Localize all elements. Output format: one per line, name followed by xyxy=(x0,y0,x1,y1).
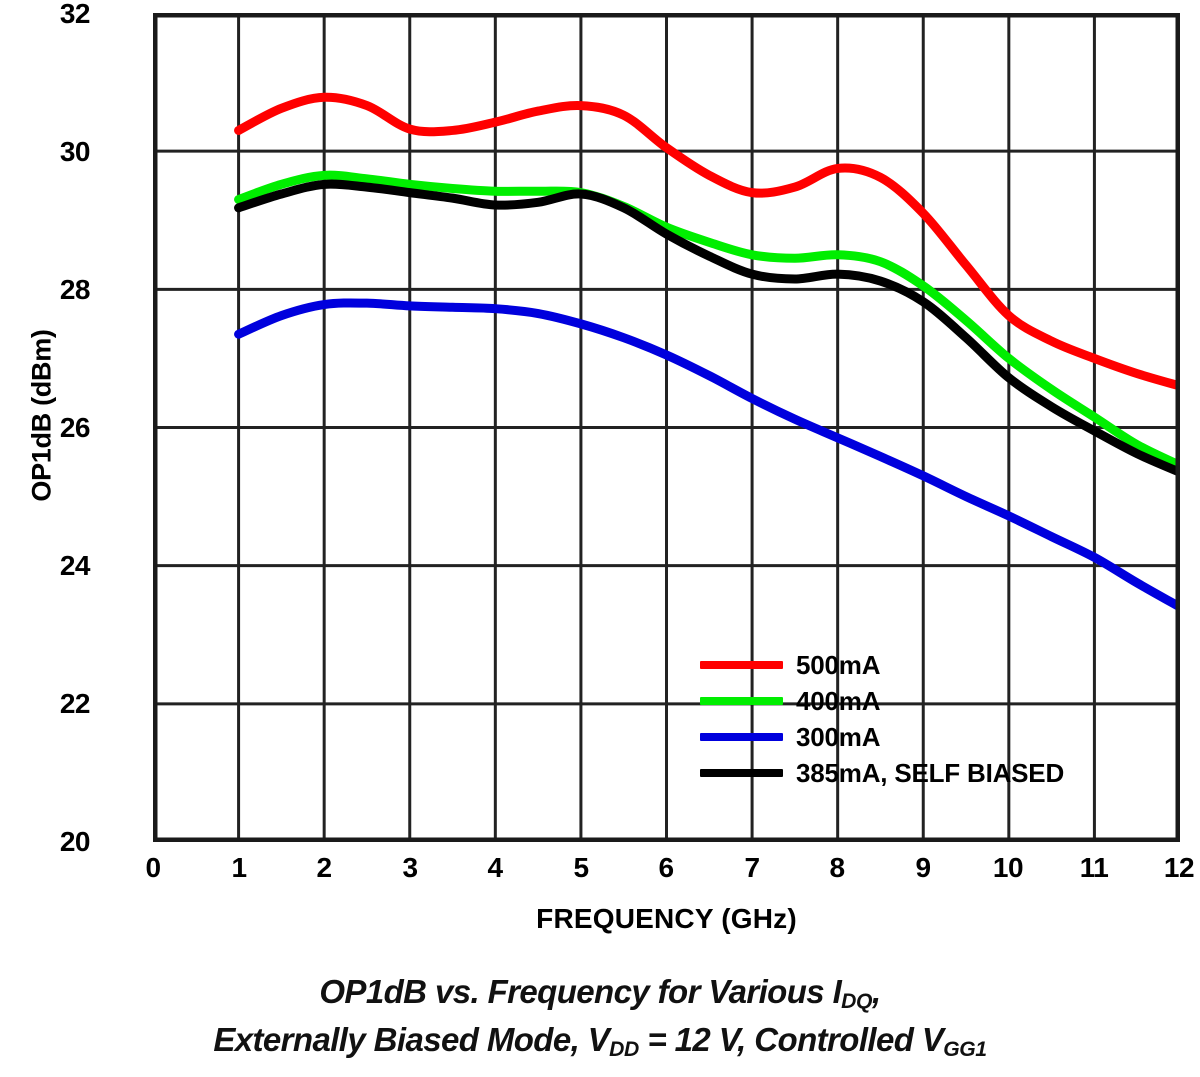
y-tick-label-26: 26 xyxy=(59,412,91,443)
curve-300ma xyxy=(234,298,1180,612)
caption-line1-subscript: DQ xyxy=(841,990,873,1014)
legend-item-385ma-self-biased: 385mA, SELF BIASED xyxy=(700,755,1064,791)
legend-label-500ma: 500mA xyxy=(796,649,881,680)
y-tick-label-32: 32 xyxy=(59,0,91,29)
curve-400ma xyxy=(234,170,1180,470)
plot-canvas xyxy=(153,13,1180,842)
x-tick-label-9: 9 xyxy=(915,852,931,883)
x-tick-label-3: 3 xyxy=(402,852,418,883)
caption-line-1: OP1dB vs. Frequency for Various IDQ, xyxy=(0,970,1200,1018)
y-tick-label-30: 30 xyxy=(59,136,91,167)
curve-385ma-self-biased xyxy=(234,179,1180,477)
y-tick-label-22: 22 xyxy=(59,688,91,719)
x-tick-label-6: 6 xyxy=(658,852,674,883)
y-tick-label-24: 24 xyxy=(59,550,91,581)
legend-swatch-300ma xyxy=(700,733,783,741)
plot-area xyxy=(153,13,1180,842)
chart-legend: 500mA 400mA 300mA 385mA, SELF BIASED xyxy=(700,647,1064,791)
caption-line2-mid: = 12 V, Controlled V xyxy=(638,1021,944,1058)
legend-label-300ma: 300mA xyxy=(796,721,881,752)
y-tick-label-20: 20 xyxy=(59,826,91,857)
legend-swatch-500ma xyxy=(700,661,783,669)
legend-item-500ma: 500mA xyxy=(700,647,1064,683)
legend-label-385ma: 385mA, SELF BIASED xyxy=(796,757,1065,788)
x-tick-label-10: 10 xyxy=(992,852,1024,883)
x-tick-label-7: 7 xyxy=(744,852,760,883)
x-tick-label-2: 2 xyxy=(316,852,332,883)
legend-swatch-400ma xyxy=(700,697,783,705)
caption-line1-tail: , xyxy=(872,973,881,1010)
figure-caption: OP1dB vs. Frequency for Various IDQ, Ext… xyxy=(0,970,1200,1066)
x-tick-label-1: 1 xyxy=(231,852,247,883)
legend-label-400ma: 400mA xyxy=(796,685,881,716)
legend-swatch-385ma xyxy=(700,769,783,777)
x-tick-label-5: 5 xyxy=(573,852,589,883)
caption-line2-subscript-dd: DD xyxy=(609,1038,639,1062)
curve-500ma xyxy=(234,92,1180,391)
plot-frame xyxy=(153,13,1180,842)
x-tick-label-8: 8 xyxy=(829,852,845,883)
x-tick-label-0: 0 xyxy=(145,852,161,883)
caption-line2-subscript-gg1: GG1 xyxy=(943,1038,987,1062)
caption-line2-text: Externally Biased Mode, V xyxy=(213,1021,610,1058)
x-tick-label-12: 12 xyxy=(1163,852,1195,883)
x-axis-title: FREQUENCY (GHz) xyxy=(536,903,797,934)
caption-line1-text: OP1dB vs. Frequency for Various I xyxy=(319,973,842,1010)
legend-item-300ma: 300mA xyxy=(700,719,1064,755)
data-curves xyxy=(234,92,1180,612)
y-tick-label-28: 28 xyxy=(59,274,91,305)
legend-item-400ma: 400mA xyxy=(700,683,1064,719)
caption-line-2: Externally Biased Mode, VDD = 12 V, Cont… xyxy=(0,1018,1200,1066)
x-tick-label-4: 4 xyxy=(487,852,503,883)
x-tick-label-11: 11 xyxy=(1079,852,1109,883)
